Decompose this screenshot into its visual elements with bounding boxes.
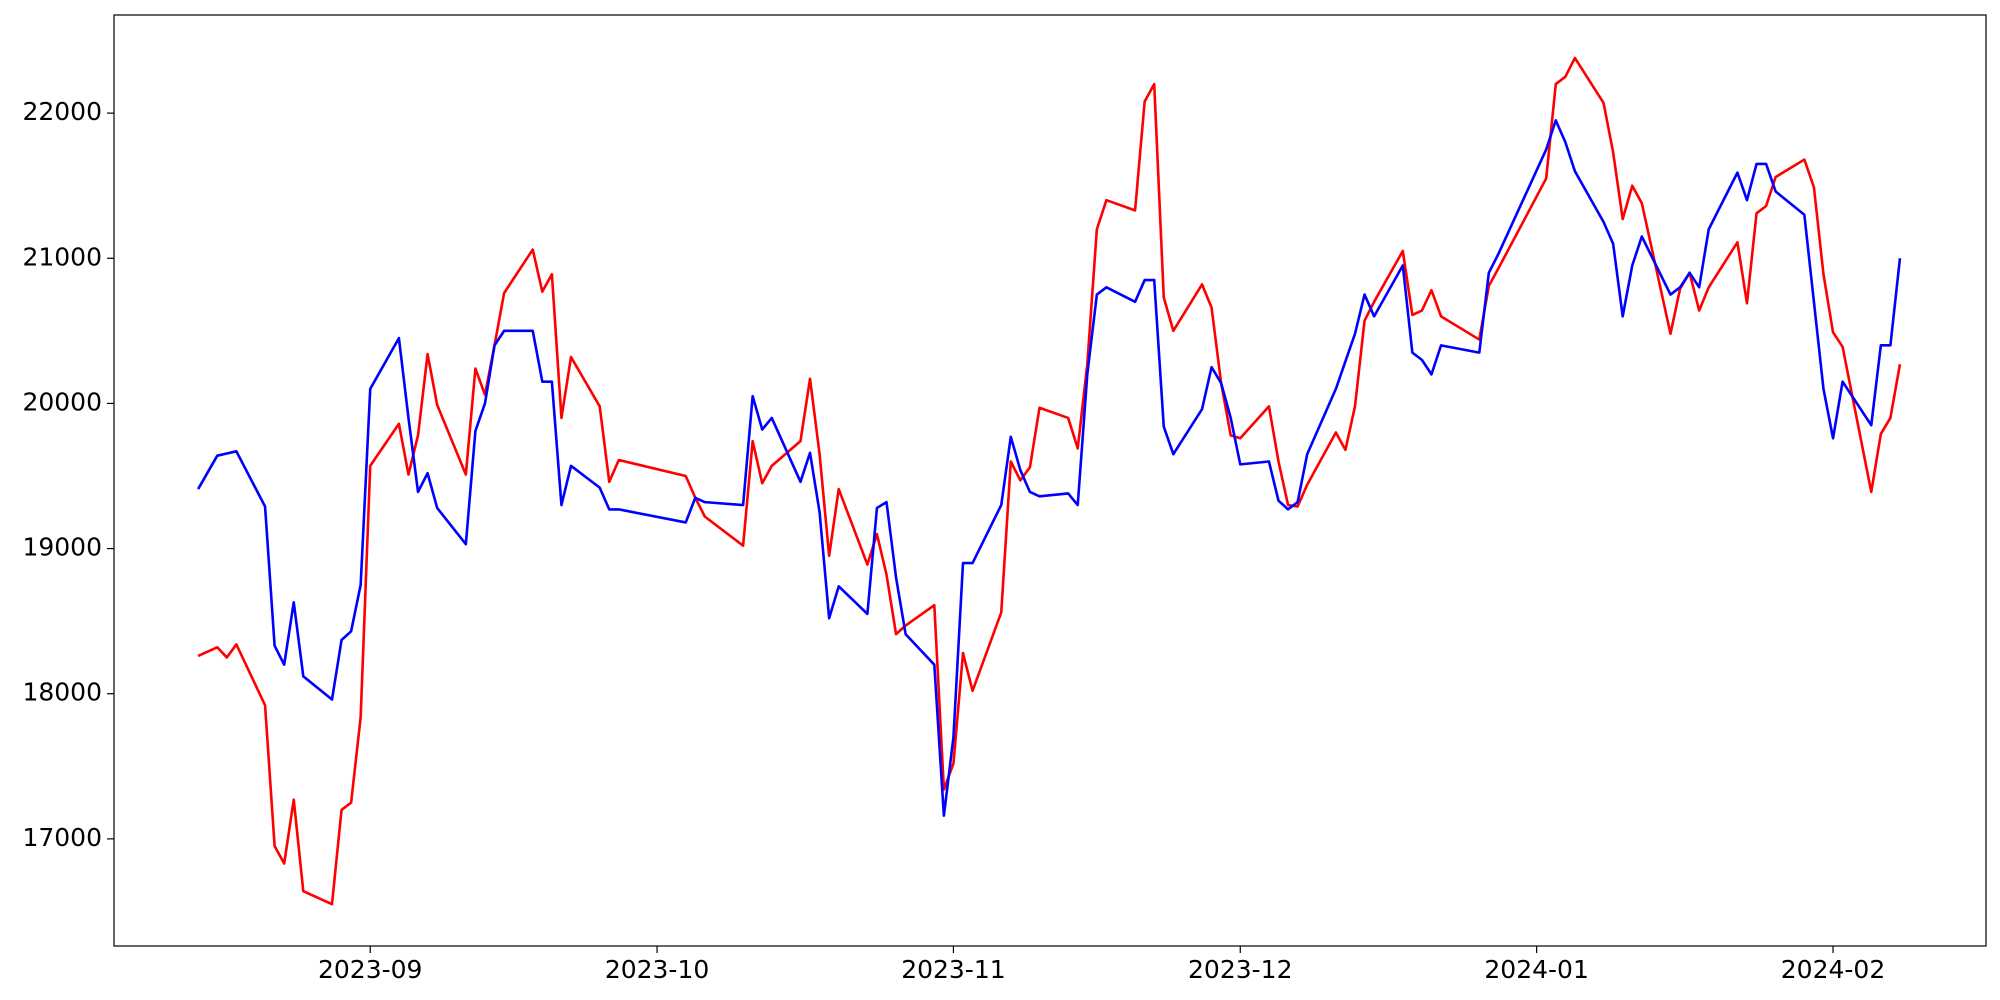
series-line bbox=[197, 56, 1902, 906]
y-tick-label: 19000 bbox=[22, 533, 102, 562]
x-tick-label: 2023-11 bbox=[901, 955, 1005, 984]
x-tick-label: 2024-01 bbox=[1484, 955, 1588, 984]
x-tick-label: 2024-02 bbox=[1781, 955, 1885, 984]
x-tick-label: 2023-09 bbox=[318, 955, 422, 984]
x-tick-label: 2023-10 bbox=[605, 955, 709, 984]
y-tick-label: 22000 bbox=[22, 97, 102, 126]
series-line bbox=[197, 119, 1902, 817]
plot-frame bbox=[113, 14, 1987, 947]
y-tick-label: 21000 bbox=[22, 242, 102, 271]
y-tick-label: 18000 bbox=[22, 678, 102, 707]
y-tick-label: 20000 bbox=[22, 387, 102, 416]
x-tick-label: 2023-12 bbox=[1188, 955, 1292, 984]
y-tick-label: 17000 bbox=[22, 823, 102, 852]
